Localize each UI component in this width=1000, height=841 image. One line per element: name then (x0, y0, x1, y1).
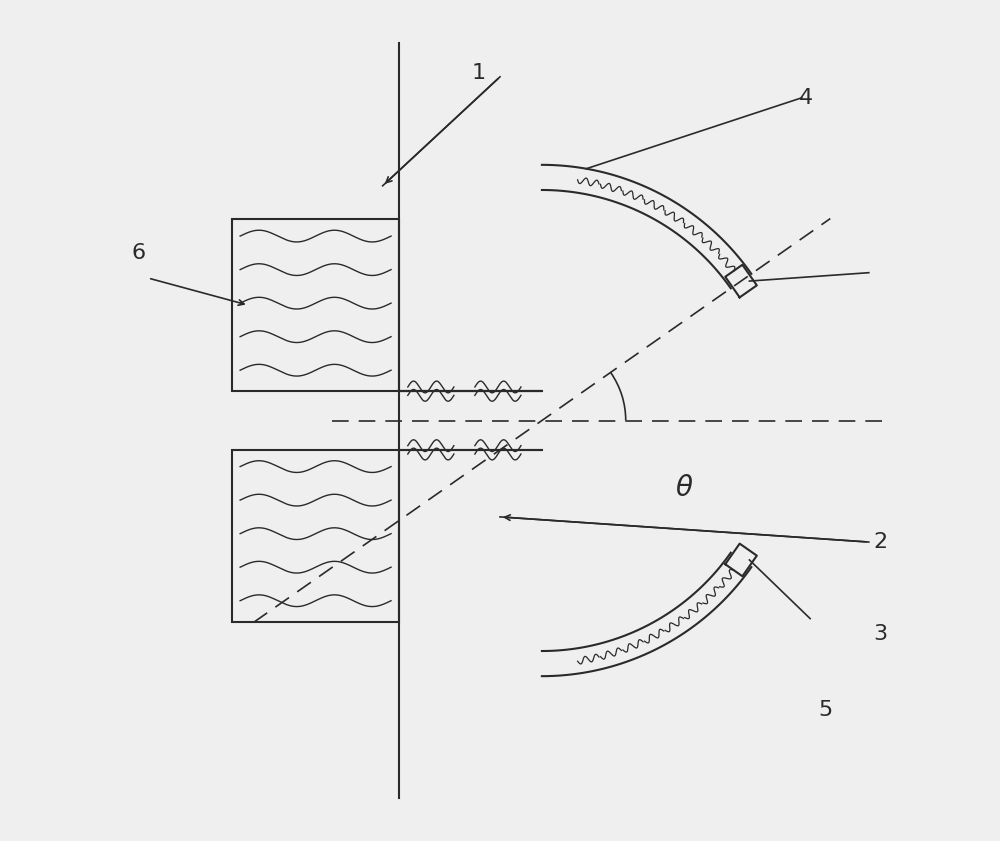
Text: 6: 6 (131, 243, 145, 263)
Bar (232, 220, 399, 391)
Text: 4: 4 (799, 87, 813, 108)
Text: 3: 3 (873, 624, 887, 644)
Text: θ: θ (676, 473, 693, 501)
Bar (232, 450, 399, 621)
Text: 1: 1 (472, 62, 486, 82)
Text: 2: 2 (873, 532, 887, 552)
Text: 5: 5 (819, 700, 833, 720)
